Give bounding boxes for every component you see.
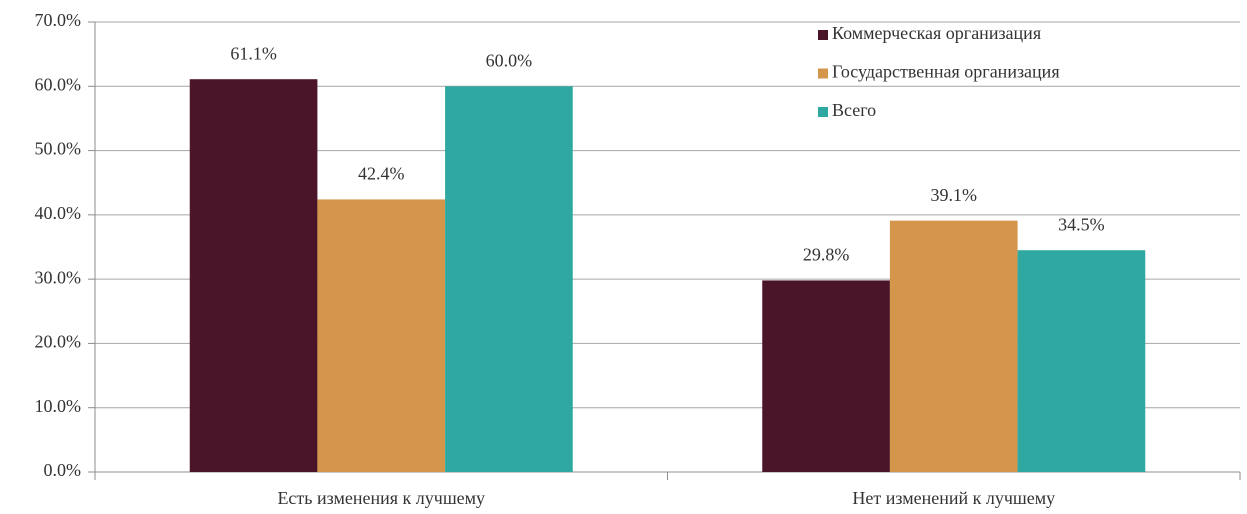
legend-label: Государственная организация: [832, 62, 1060, 82]
y-tick-label: 60.0%: [35, 74, 82, 94]
y-tick-label: 30.0%: [35, 267, 82, 287]
bar: [189, 79, 318, 472]
y-tick-label: 10.0%: [35, 396, 82, 416]
y-tick-label: 70.0%: [35, 10, 82, 30]
data-label: 34.5%: [1058, 214, 1105, 234]
y-tick-label: 50.0%: [35, 139, 82, 159]
bar: [762, 280, 890, 472]
legend-swatch: [818, 30, 828, 40]
data-label: 29.8%: [803, 245, 850, 265]
data-label: 60.0%: [486, 50, 533, 70]
y-tick-label: 40.0%: [35, 203, 82, 223]
legend-label: Всего: [832, 100, 876, 120]
y-tick-label: 20.0%: [35, 332, 82, 352]
data-label: 39.1%: [931, 185, 978, 205]
legend-swatch: [818, 68, 828, 79]
bar: [889, 220, 1018, 472]
data-label: 42.4%: [358, 164, 405, 184]
bar: [445, 86, 573, 473]
x-tick-label: Есть изменения к лучшему: [277, 488, 485, 508]
data-label: 61.1%: [230, 43, 277, 63]
y-tick-label: 0.0%: [44, 460, 82, 480]
legend-swatch: [818, 107, 828, 117]
bar: [1017, 250, 1146, 472]
x-tick-label: Нет изменений к лучшему: [852, 488, 1055, 508]
legend-label: Коммерческая организация: [832, 23, 1041, 43]
bar: [317, 199, 446, 472]
